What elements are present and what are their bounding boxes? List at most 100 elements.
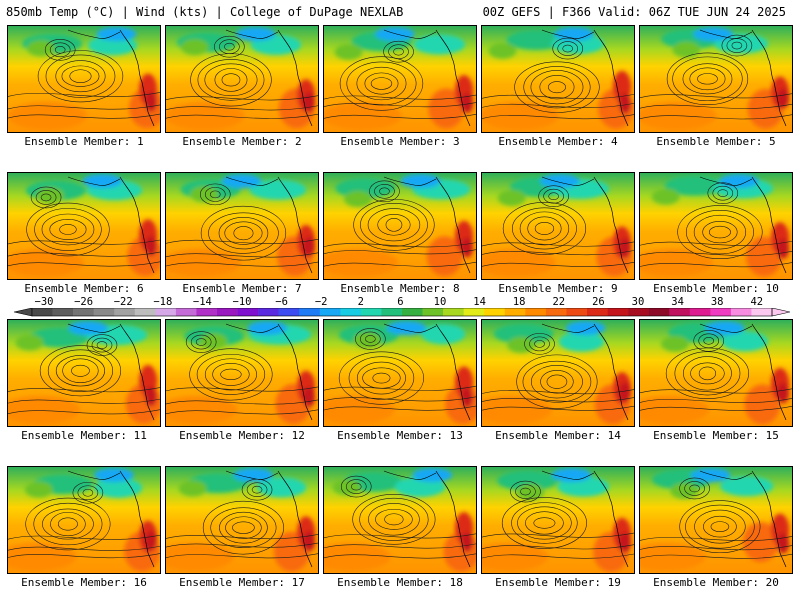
temperature-map bbox=[640, 320, 792, 426]
temperature-map bbox=[482, 173, 634, 279]
colorbar-tick-label: 10 bbox=[433, 296, 447, 308]
ensemble-member-map bbox=[481, 319, 635, 427]
colorbar-segment bbox=[566, 308, 588, 316]
colorbar-segment bbox=[299, 308, 321, 316]
colorbar-segment bbox=[669, 308, 691, 316]
colorbar-segment bbox=[52, 308, 74, 316]
run-valid-time: 00Z GEFS | F366 Valid: 06Z TUE JUN 24 20… bbox=[482, 5, 786, 19]
colorbar-tick-label: −22 bbox=[113, 296, 133, 308]
colorbar-segment bbox=[545, 308, 567, 316]
ensemble-member-label: Ensemble Member: 6 bbox=[24, 282, 144, 295]
ensemble-member-map bbox=[165, 172, 319, 280]
temperature-colorbar: −30 −26 −22 −18 −14 −10 −6 −2 2 6 10 14 18 22 26 30 34 38… bbox=[0, 296, 800, 318]
ensemble-member-map bbox=[639, 172, 793, 280]
colorbar-segment bbox=[319, 308, 341, 316]
ensemble-member-label: Ensemble Member: 10 bbox=[653, 282, 779, 295]
temperature-map bbox=[640, 26, 792, 132]
temperature-map bbox=[482, 320, 634, 426]
colorbar-tick-label: 6 bbox=[397, 296, 404, 308]
colorbar-segment bbox=[525, 308, 547, 316]
colorbar-segment bbox=[504, 308, 526, 316]
ensemble-member-label: Ensemble Member: 1 bbox=[24, 135, 144, 148]
temperature-map bbox=[482, 26, 634, 132]
colorbar-segment bbox=[381, 308, 403, 316]
ensemble-member-map bbox=[639, 319, 793, 427]
ensemble-member-map bbox=[323, 25, 477, 133]
colorbar-tick-label: 42 bbox=[750, 296, 764, 308]
colorbar-segment bbox=[114, 308, 136, 316]
colorbar-segment bbox=[258, 308, 279, 316]
colorbar-tick-label: 26 bbox=[592, 296, 605, 308]
ensemble-member-label: Ensemble Member: 16 bbox=[21, 576, 147, 589]
ensemble-member-map bbox=[323, 466, 477, 574]
map-title: 850mb Temp (°C) | Wind (kts) | College o… bbox=[6, 5, 404, 19]
ensemble-member-map bbox=[165, 319, 319, 427]
colorbar-segment bbox=[587, 308, 608, 316]
colorbar-segment bbox=[443, 308, 464, 316]
ensemble-member-map bbox=[7, 466, 161, 574]
ensemble-member-map bbox=[7, 172, 161, 280]
colorbar-tick-label: 2 bbox=[357, 296, 364, 308]
ensemble-member-label: Ensemble Member: 14 bbox=[495, 429, 621, 442]
colorbar-segment bbox=[402, 308, 423, 316]
ensemble-member-label: Ensemble Member: 17 bbox=[179, 576, 305, 589]
colorbar-segment bbox=[73, 308, 94, 316]
ensemble-member-label: Ensemble Member: 19 bbox=[495, 576, 621, 589]
colorbar-segment bbox=[484, 308, 506, 316]
colorbar-segment bbox=[422, 308, 444, 316]
colorbar-max-arrow bbox=[771, 308, 791, 317]
temperature-map bbox=[640, 173, 792, 279]
temperature-map bbox=[8, 320, 160, 426]
colorbar-tick-label: −18 bbox=[153, 296, 173, 308]
colorbar-segment bbox=[648, 308, 670, 316]
colorbar-segment bbox=[32, 308, 53, 316]
colorbar-segment bbox=[93, 308, 115, 316]
colorbar-segment bbox=[751, 308, 773, 316]
temperature-map bbox=[324, 26, 476, 132]
colorbar-segment bbox=[196, 308, 218, 316]
ensemble-member-label: Ensemble Member: 4 bbox=[498, 135, 618, 148]
colorbar-tick-label: 14 bbox=[473, 296, 486, 308]
colorbar-tick-label: 38 bbox=[710, 296, 724, 308]
ensemble-member-label: Ensemble Member: 20 bbox=[653, 576, 779, 589]
colorbar-tick-label: 18 bbox=[512, 296, 526, 308]
ensemble-member-map bbox=[323, 319, 477, 427]
temperature-map bbox=[482, 467, 634, 573]
header: 850mb Temp (°C) | Wind (kts) | College o… bbox=[0, 0, 800, 22]
temperature-map bbox=[324, 320, 476, 426]
temperature-map bbox=[166, 467, 318, 573]
ensemble-member-label: Ensemble Member: 12 bbox=[179, 429, 305, 442]
colorbar-tick-label: −10 bbox=[232, 296, 252, 308]
colorbar-segment bbox=[237, 308, 259, 316]
ensemble-member-map bbox=[639, 25, 793, 133]
colorbar-tick-label: 30 bbox=[631, 296, 645, 308]
ensemble-member-label: Ensemble Member: 7 bbox=[182, 282, 302, 295]
ensemble-member-label: Ensemble Member: 13 bbox=[337, 429, 463, 442]
temperature-map bbox=[324, 467, 476, 573]
colorbar-segment bbox=[628, 308, 649, 316]
ensemble-member-map bbox=[639, 466, 793, 574]
colorbar-tick-label: −2 bbox=[314, 296, 328, 308]
temperature-map bbox=[640, 467, 792, 573]
colorbar-segment bbox=[340, 308, 362, 316]
colorbar-segment bbox=[710, 308, 732, 316]
colorbar-tick-label: 34 bbox=[671, 296, 684, 308]
ensemble-member-map bbox=[165, 25, 319, 133]
ensemble-member-label: Ensemble Member: 15 bbox=[653, 429, 779, 442]
ensemble-member-map bbox=[7, 319, 161, 427]
colorbar-segment bbox=[217, 308, 238, 316]
colorbar-segment bbox=[607, 308, 629, 316]
colorbar-segment bbox=[278, 308, 300, 316]
ensemble-member-label: Ensemble Member: 9 bbox=[498, 282, 618, 295]
ensemble-member-label: Ensemble Member: 5 bbox=[656, 135, 776, 148]
temperature-map bbox=[324, 173, 476, 279]
colorbar-strip bbox=[13, 308, 791, 317]
colorbar-segment bbox=[155, 308, 177, 316]
ensemble-member-label: Ensemble Member: 3 bbox=[340, 135, 460, 148]
temperature-map bbox=[166, 320, 318, 426]
ensemble-member-label: Ensemble Member: 11 bbox=[21, 429, 147, 442]
ensemble-member-map bbox=[481, 172, 635, 280]
temperature-map bbox=[8, 467, 160, 573]
ensemble-member-label: Ensemble Member: 8 bbox=[340, 282, 460, 295]
temperature-map bbox=[8, 26, 160, 132]
